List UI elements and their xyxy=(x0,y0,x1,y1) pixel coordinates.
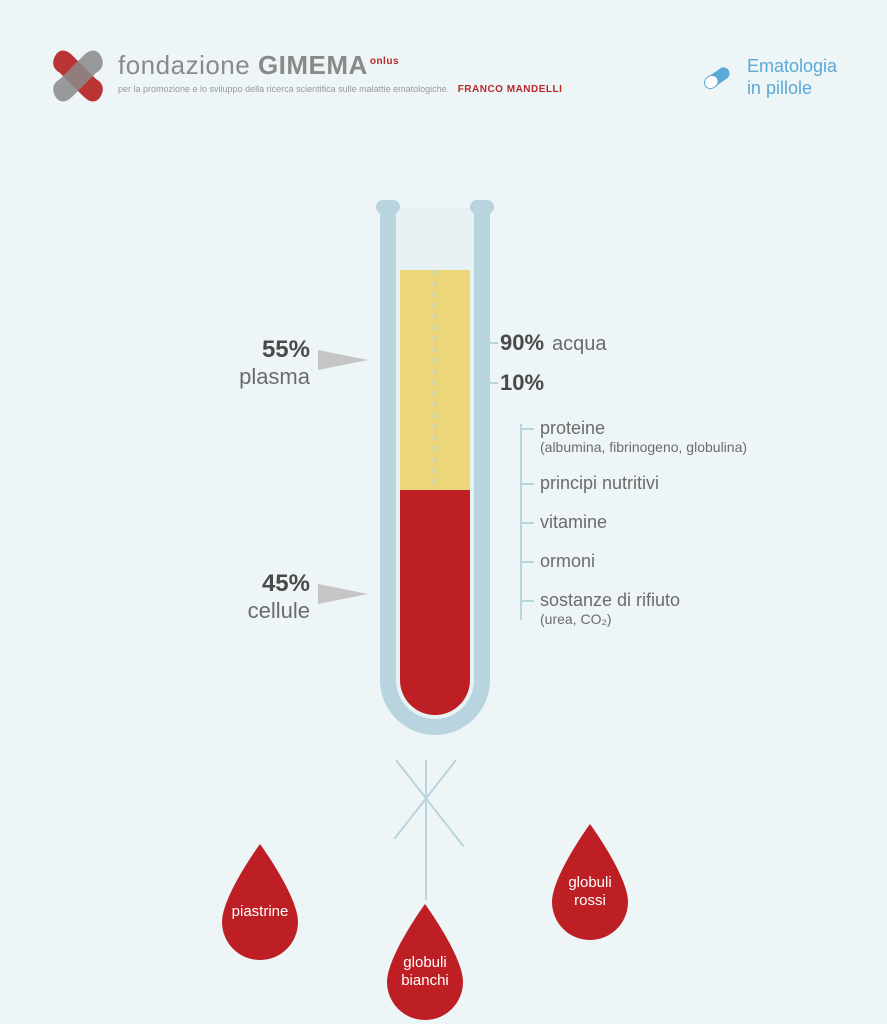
sublist-item-small: (urea, CO₂) xyxy=(540,611,747,627)
other-pct: 10% xyxy=(500,370,544,396)
pointer-plasma-icon xyxy=(318,350,368,370)
test-tube-svg xyxy=(370,200,500,760)
main-diagram: 55% plasma 45% cellule 90% acqua 10% pro… xyxy=(0,200,887,980)
pointer-cells-icon xyxy=(318,584,368,604)
sublist-item-small: (albumina, fibrinogeno, globulina) xyxy=(540,439,747,455)
sublist: proteine(albumina, fibrinogeno, globulin… xyxy=(520,418,747,645)
plasma-pct: 55% xyxy=(262,336,310,363)
drop-label: globulirossi xyxy=(568,874,611,910)
logo-author: FRANCO MANDELLI xyxy=(458,84,563,95)
logo-title-light: fondazione xyxy=(118,50,258,80)
blood-drop: globulibianchi xyxy=(375,900,475,1020)
logo-right: Ematologia in pillole xyxy=(697,50,837,106)
drop-label: globulibianchi xyxy=(401,954,449,990)
label-cells: 45% cellule xyxy=(150,570,310,624)
water-pct: 90% xyxy=(500,330,544,356)
sublist-item: sostanze di rifiuto(urea, CO₂) xyxy=(520,590,747,627)
test-tube xyxy=(370,200,500,765)
tick-water xyxy=(478,342,498,344)
cells-pct: 45% xyxy=(262,570,310,597)
header: fondazione GIMEMAonlus per la promozione… xyxy=(0,0,887,106)
sublist-item: ormoni xyxy=(520,551,747,572)
water-txt: acqua xyxy=(552,333,607,356)
sublist-item: principi nutritivi xyxy=(520,473,747,494)
logo-text: fondazione GIMEMAonlus per la promozione… xyxy=(118,50,562,96)
pill-icon xyxy=(697,58,737,98)
label-other: 10% xyxy=(500,370,544,396)
drop-connector xyxy=(395,759,464,847)
cells-name: cellule xyxy=(248,598,310,623)
blood-drop: piastrine xyxy=(210,840,310,960)
logo-mark-icon xyxy=(50,50,106,106)
drop-label: piastrine xyxy=(232,903,289,921)
header-right-line1: Ematologia xyxy=(747,56,837,78)
logo-onlus: onlus xyxy=(370,56,399,67)
logo-title-bold: GIMEMA xyxy=(258,50,368,80)
sublist-item: proteine(albumina, fibrinogeno, globulin… xyxy=(520,418,747,455)
header-right-line2: in pillole xyxy=(747,78,837,100)
label-water: 90% acqua xyxy=(500,330,607,356)
blood-drop: globulirossi xyxy=(540,820,640,940)
logo-subtitle-text: per la promozione e lo sviluppo della ri… xyxy=(118,84,449,94)
label-plasma: 55% plasma xyxy=(150,336,310,390)
logo-subtitle: per la promozione e lo sviluppo della ri… xyxy=(118,83,562,96)
logo-title: fondazione GIMEMAonlus xyxy=(118,50,562,81)
logo-left: fondazione GIMEMAonlus per la promozione… xyxy=(50,50,562,106)
drop-connector xyxy=(425,760,427,900)
tick-other xyxy=(478,382,498,384)
header-right-text: Ematologia in pillole xyxy=(747,56,837,99)
sublist-item: vitamine xyxy=(520,512,747,533)
plasma-name: plasma xyxy=(239,364,310,389)
